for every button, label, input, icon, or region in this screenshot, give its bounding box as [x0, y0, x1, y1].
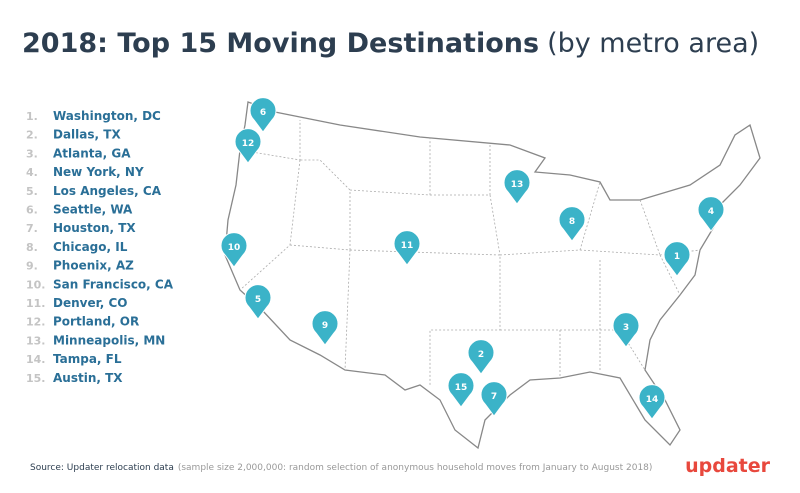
pin: [638, 384, 666, 420]
city-name: Minneapolis, MN: [53, 333, 165, 347]
title-sub: (by metro area): [547, 28, 759, 59]
pin: [447, 372, 475, 408]
city-name: Los Angeles, CA: [53, 184, 162, 198]
rank: 15.: [26, 372, 46, 385]
city-name: Tampa, FL: [53, 352, 122, 366]
title: 2018: Top 15 Moving Destinations (by metr…: [22, 28, 759, 59]
logo: updater: [685, 455, 771, 477]
rank: 11.: [26, 297, 46, 310]
source-note: (sample size 2,000,000: random selection…: [178, 463, 653, 473]
pin: [697, 196, 725, 232]
destination-list: 1. Washington, DC 2. Dallas, TX 3. Atlanta, G…: [26, 109, 174, 385]
rank: 1.: [26, 110, 38, 123]
rank: 4.: [26, 166, 38, 179]
city-name: Dallas, TX: [53, 128, 121, 142]
rank: 13.: [26, 334, 46, 347]
rank: 8.: [26, 241, 38, 254]
pin-label: 7: [491, 392, 497, 402]
pin: [249, 97, 277, 133]
city-name: Washington, DC: [53, 109, 161, 123]
pin-label: 2: [478, 350, 484, 360]
rank: 6.: [26, 204, 38, 217]
state-borders: [239, 120, 701, 385]
pin-label: 1: [674, 252, 680, 262]
pin: [220, 232, 248, 268]
pin: [612, 312, 640, 348]
rank: 10.: [26, 278, 46, 291]
pin: [663, 241, 691, 277]
city-name: Chicago, IL: [53, 240, 128, 254]
pin-label: 3: [623, 323, 629, 333]
city-name: San Francisco, CA: [53, 277, 174, 291]
city-name: Seattle, WA: [53, 203, 133, 217]
pin: [467, 339, 495, 375]
pin-label: 12: [242, 139, 255, 149]
title-main: 2018: Top 15 Moving Destinations: [22, 28, 539, 59]
pin: [393, 230, 421, 266]
pin: [480, 381, 508, 417]
pin: [503, 169, 531, 205]
rank: 9.: [26, 260, 38, 273]
city-name: Austin, TX: [53, 371, 123, 385]
rank: 2.: [26, 129, 38, 142]
city-name: Portland, OR: [53, 315, 139, 329]
us-outline: [224, 101, 761, 450]
pin-label: 10: [228, 243, 241, 253]
pin-label: 11: [401, 241, 414, 251]
source: Source: Updater relocation data (sample s…: [30, 463, 652, 473]
pin-label: 4: [708, 207, 714, 217]
pin-label: 9: [322, 321, 328, 331]
source-text: Source: Updater relocation data: [30, 463, 174, 473]
pin: [234, 128, 262, 164]
city-name: Phoenix, AZ: [53, 259, 134, 273]
city-name: Denver, CO: [53, 296, 128, 310]
pin-label: 5: [255, 295, 261, 305]
pin: [244, 284, 272, 320]
rank: 7.: [26, 222, 38, 235]
city-name: Atlanta, GA: [53, 146, 131, 160]
pin-label: 15: [455, 383, 468, 393]
city-name: New York, NY: [53, 165, 144, 179]
rank: 5.: [26, 185, 38, 198]
pin-label: 8: [569, 217, 575, 227]
rank: 12.: [26, 316, 46, 329]
us-map: [224, 101, 761, 450]
rank: 3.: [26, 147, 38, 160]
rank: 14.: [26, 353, 46, 366]
pin-label: 13: [511, 180, 524, 190]
pin: [311, 310, 339, 346]
city-name: Houston, TX: [53, 221, 136, 235]
pin-label: 14: [646, 395, 659, 405]
pin-label: 6: [260, 108, 266, 118]
pin: [558, 206, 586, 242]
